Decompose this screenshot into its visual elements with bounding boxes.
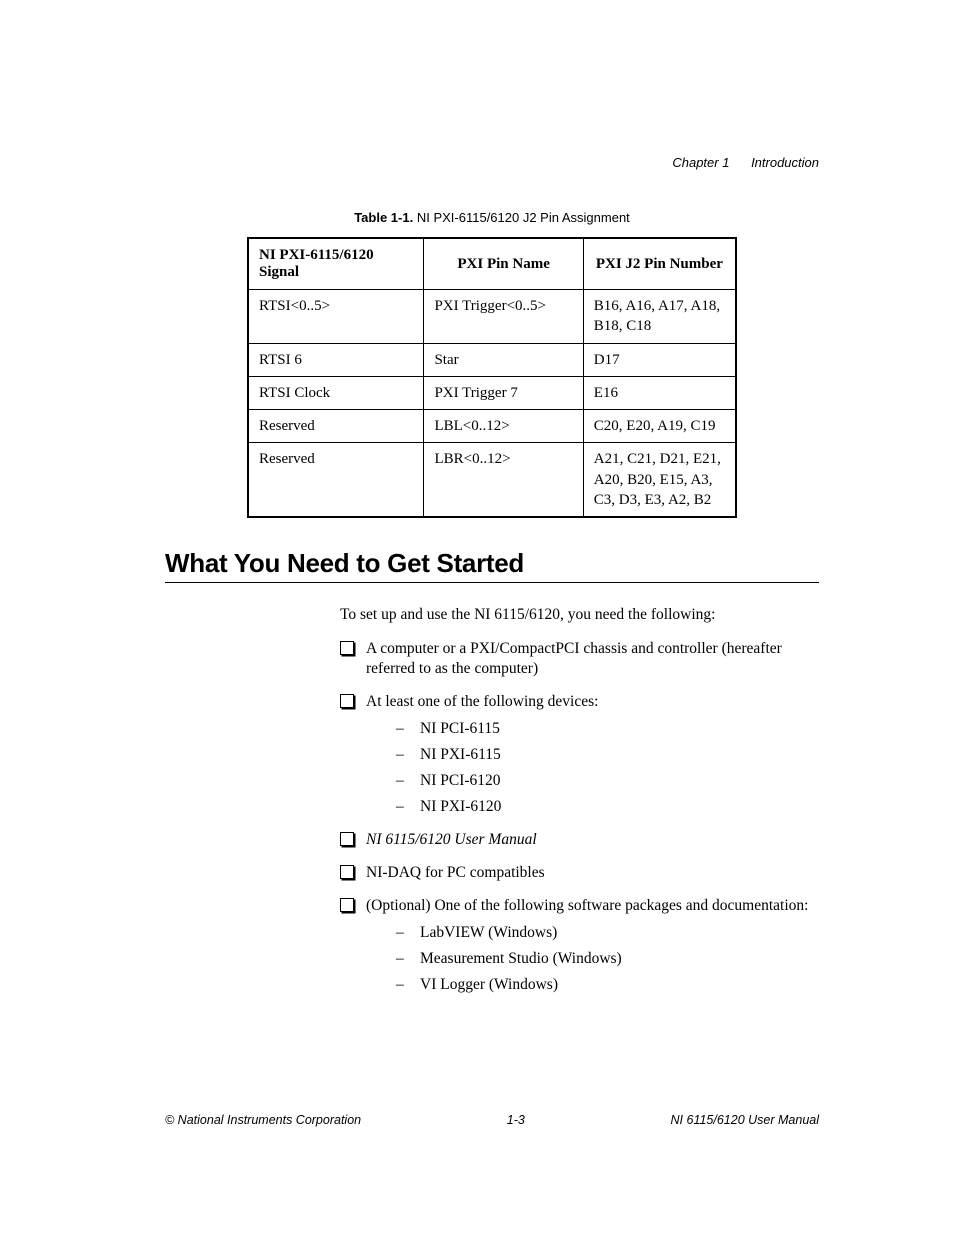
checkbox-icon <box>340 832 354 846</box>
checkbox-icon <box>340 865 354 879</box>
checklist-item-text: A computer or a PXI/CompactPCI chassis a… <box>366 640 782 677</box>
sub-list-item: Measurement Studio (Windows) <box>396 949 819 969</box>
table-cell: C20, E20, A19, C19 <box>583 410 736 443</box>
footer-manual-title: NI 6115/6120 User Manual <box>671 1113 819 1127</box>
table-row: ReservedLBR<0..12>A21, C21, D21, E21, A2… <box>248 443 736 517</box>
table-header-signal: NI PXI-6115/6120 Signal <box>248 238 424 290</box>
running-header: Chapter 1 Introduction <box>165 155 819 170</box>
requirements-checklist: A computer or a PXI/CompactPCI chassis a… <box>340 639 819 995</box>
table-row: RTSI 6StarD17 <box>248 343 736 376</box>
section-heading-rule: What You Need to Get Started <box>165 548 819 583</box>
chapter-label: Chapter 1 <box>672 155 729 170</box>
checklist-item-text: NI-DAQ for PC compatibles <box>366 864 545 881</box>
sub-list: LabVIEW (Windows) Measurement Studio (Win… <box>396 923 819 995</box>
table-row: ReservedLBL<0..12>C20, E20, A19, C19 <box>248 410 736 443</box>
table-cell: RTSI 6 <box>248 343 424 376</box>
table-cell: D17 <box>583 343 736 376</box>
checkbox-icon <box>340 694 354 708</box>
pin-assignment-table: NI PXI-6115/6120 Signal PXI Pin Name PXI… <box>247 237 737 518</box>
page-footer: © National Instruments Corporation 1-3 N… <box>165 1113 819 1127</box>
section-intro: To set up and use the NI 6115/6120, you … <box>340 605 819 625</box>
sub-list-item: VI Logger (Windows) <box>396 975 819 995</box>
checklist-item-text: (Optional) One of the following software… <box>366 897 808 914</box>
footer-page-number: 1-3 <box>507 1113 525 1127</box>
table-cell: B16, A16, A17, A18, B18, C18 <box>583 290 736 344</box>
sub-list-item: NI PXI-6115 <box>396 745 819 765</box>
section-heading: What You Need to Get Started <box>165 548 819 579</box>
table-row: RTSI ClockPXI Trigger 7E16 <box>248 376 736 409</box>
table-cell: RTSI Clock <box>248 376 424 409</box>
checklist-item: (Optional) One of the following software… <box>340 896 819 995</box>
checkbox-icon <box>340 641 354 655</box>
table-caption-text: NI PXI-6115/6120 J2 Pin Assignment <box>417 210 630 225</box>
table-cell: PXI Trigger<0..5> <box>424 290 583 344</box>
table-header-pinnumber: PXI J2 Pin Number <box>583 238 736 290</box>
sub-list-item: NI PXI-6120 <box>396 797 819 817</box>
table-cell: RTSI<0..5> <box>248 290 424 344</box>
table-cell: LBR<0..12> <box>424 443 583 517</box>
table-caption-label: Table 1-1. <box>354 210 413 225</box>
sub-list-item: LabVIEW (Windows) <box>396 923 819 943</box>
sub-list: NI PCI-6115 NI PXI-6115 NI PCI-6120 NI PXI-… <box>396 719 819 818</box>
checklist-item: NI-DAQ for PC compatibles <box>340 863 819 883</box>
table-cell: A21, C21, D21, E21, A20, B20, E15, A3, C… <box>583 443 736 517</box>
table-cell: PXI Trigger 7 <box>424 376 583 409</box>
table-row: RTSI<0..5>PXI Trigger<0..5>B16, A16, A17… <box>248 290 736 344</box>
checklist-item-text: NI 6115/6120 User Manual <box>366 831 537 848</box>
table-cell: E16 <box>583 376 736 409</box>
checklist-item: At least one of the following devices: NI… <box>340 692 819 817</box>
table-cell: Star <box>424 343 583 376</box>
checkbox-icon <box>340 898 354 912</box>
table-header-pinname: PXI Pin Name <box>424 238 583 290</box>
sub-list-item: NI PCI-6115 <box>396 719 819 739</box>
checklist-item: A computer or a PXI/CompactPCI chassis a… <box>340 639 819 679</box>
table-caption: Table 1-1. NI PXI-6115/6120 J2 Pin Assig… <box>165 210 819 225</box>
section-body: To set up and use the NI 6115/6120, you … <box>340 605 819 995</box>
checklist-item-text: At least one of the following devices: <box>366 693 598 710</box>
table-cell: LBL<0..12> <box>424 410 583 443</box>
table-cell: Reserved <box>248 443 424 517</box>
checklist-item: NI 6115/6120 User Manual <box>340 830 819 850</box>
sub-list-item: NI PCI-6120 <box>396 771 819 791</box>
table-cell: Reserved <box>248 410 424 443</box>
footer-copyright: © National Instruments Corporation <box>165 1113 361 1127</box>
chapter-title: Introduction <box>751 155 819 170</box>
